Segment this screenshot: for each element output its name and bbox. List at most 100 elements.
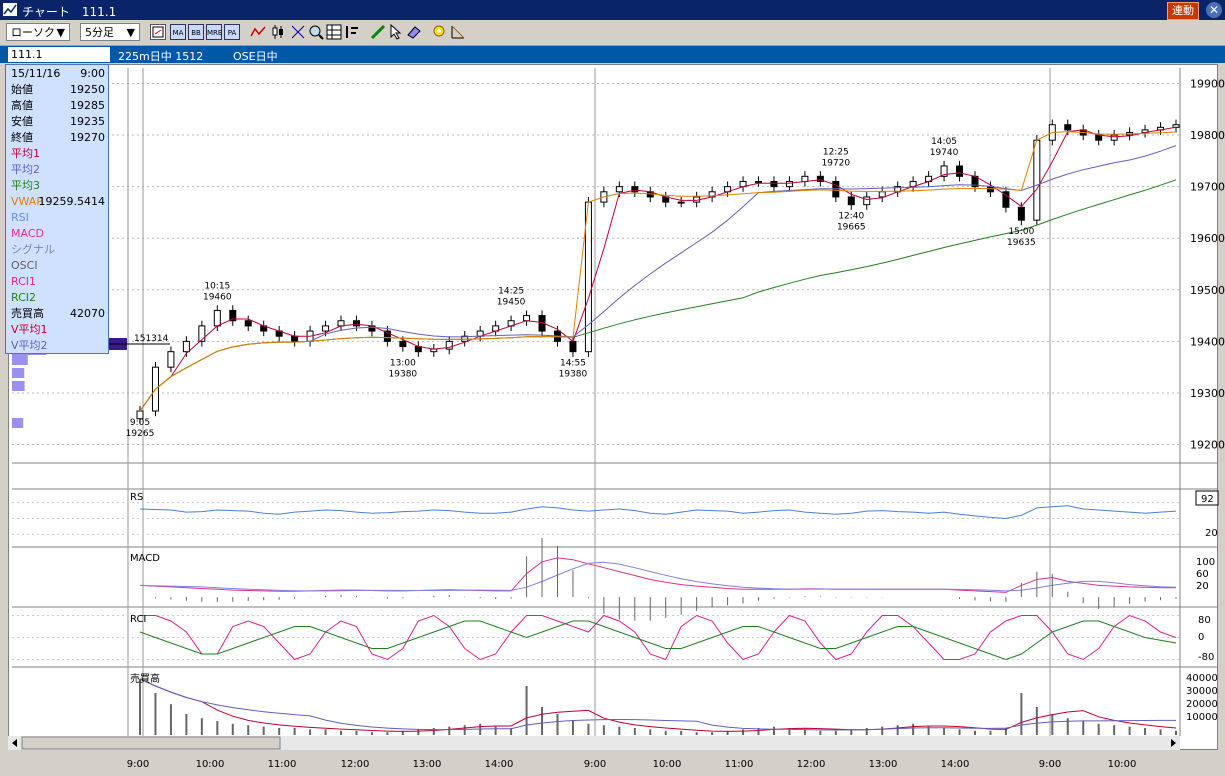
volume-axis-label: 10000 <box>1186 712 1218 723</box>
volume-profile-bar <box>12 368 25 378</box>
cursor-icon[interactable] <box>388 24 404 40</box>
line-chart-icon[interactable] <box>250 24 266 40</box>
panel-row-label: 売買高 <box>11 307 44 320</box>
candle-body <box>182 340 190 353</box>
chart-settings-icon[interactable] <box>150 24 166 40</box>
rci-axis-label: 80 <box>1198 615 1211 626</box>
panel-date: 15/11/16 <box>11 67 61 80</box>
vma1-line <box>139 678 1177 732</box>
candle-body <box>213 309 221 327</box>
toolbar: ローソク ▼ 5分足 ▼ MA BB MRE PA <box>0 20 1225 46</box>
panel-row: 安値 19235 <box>9 114 107 130</box>
bars-icon[interactable] <box>344 24 360 40</box>
candle-body <box>785 180 793 188</box>
chevron-down-icon: ▼ <box>126 26 135 39</box>
annotation-price: 19740 <box>930 148 959 158</box>
panel-row: RSI <box>9 210 107 226</box>
grid-icon[interactable] <box>326 24 342 40</box>
price-axis-label: 19500 <box>1190 284 1225 297</box>
time-axis-label: 14:00 <box>485 759 514 770</box>
instrument-code-input[interactable]: 111.1 <box>8 47 110 62</box>
price-axis-label: 19900 <box>1190 77 1225 90</box>
candle-body <box>229 309 237 322</box>
rci-axis-label: -80 <box>1198 652 1214 663</box>
price-axis-label: 19600 <box>1190 232 1225 245</box>
price-axis-label: 19200 <box>1190 439 1225 452</box>
annotation-time: 14:55 <box>560 359 586 369</box>
macd-axis-label: 60 <box>1196 569 1209 580</box>
panel-row-label: 終値 <box>11 131 33 144</box>
pa-icon[interactable]: PA <box>224 24 240 40</box>
eraser-icon[interactable] <box>406 24 422 40</box>
panel-row: OSCI <box>9 258 107 274</box>
close-button[interactable]: ✕ <box>1206 2 1222 18</box>
rci2-line <box>139 620 1177 661</box>
time-axis-label: 12:00 <box>341 759 370 770</box>
rci-title: RCI <box>130 614 146 625</box>
signal-line <box>139 561 1177 592</box>
candle-body <box>399 340 407 348</box>
time-axis-label: 10:00 <box>1108 759 1137 770</box>
interval-dropdown[interactable]: 5分足 ▼ <box>80 23 140 41</box>
sync-button[interactable]: 連動 <box>1167 2 1199 20</box>
chart-area[interactable] <box>8 64 1218 750</box>
rci1-line <box>140 614 1177 661</box>
volume-axis-label: 20000 <box>1186 699 1218 710</box>
annotation-time: 12:40 <box>838 212 864 222</box>
time-axis-label: 9:00 <box>584 759 606 770</box>
panel-row-label: 高値 <box>11 99 33 112</box>
horizontal-scrollbar[interactable] <box>8 736 1180 750</box>
macd-axis-label: 100 <box>1196 557 1215 568</box>
annotation-time: 15:00 <box>1008 227 1034 237</box>
candle-body <box>677 201 685 204</box>
mre-icon[interactable]: MRE <box>206 24 222 40</box>
annotation-time: 12:25 <box>823 147 849 157</box>
candle-body <box>940 165 948 177</box>
panel-row-value: 19235 <box>70 115 105 128</box>
panel-row-value: 19250 <box>70 83 105 96</box>
candle-body <box>352 320 360 327</box>
panel-row-value: 19285 <box>70 99 105 112</box>
price-axis-label: 19800 <box>1190 129 1225 142</box>
candle-body <box>801 175 809 182</box>
panel-row-label: 始値 <box>11 83 33 96</box>
volume-axis-label: 30000 <box>1186 686 1218 697</box>
panel-row: VWAP 19259.5414 <box>9 194 107 210</box>
panel-row: RCI2 <box>9 290 107 306</box>
annotation-time: 13:00 <box>390 359 416 369</box>
panel-row: V平均2 <box>9 338 107 354</box>
candle-body <box>631 186 639 193</box>
panel-row-label: 平均2 <box>11 163 40 176</box>
pen-icon[interactable] <box>370 24 386 40</box>
annotation-price: 19380 <box>559 370 588 380</box>
price-axis-label: 19700 <box>1190 181 1225 194</box>
panel-time: 9:00 <box>80 67 105 80</box>
bb-icon[interactable]: BB <box>188 24 204 40</box>
candle-body <box>1110 134 1118 141</box>
panel-row-label: 平均1 <box>11 147 40 160</box>
time-axis-label: 14:00 <box>941 759 970 770</box>
panel-row: シグナル <box>9 242 107 258</box>
time-axis-label: 10:00 <box>196 759 225 770</box>
panel-row-value: 42070 <box>70 307 105 320</box>
ma-icon[interactable]: MA <box>170 24 186 40</box>
zoom-icon[interactable] <box>308 24 324 40</box>
rsi-value-box <box>1195 490 1219 506</box>
chart-type-dropdown[interactable]: ローソク ▼ <box>6 23 70 41</box>
rsi-line <box>139 505 1177 520</box>
panel-row-label: 安値 <box>11 115 33 128</box>
candle-body <box>615 186 623 193</box>
tools-icon[interactable] <box>432 24 448 40</box>
candle-body <box>986 186 994 193</box>
annotation-time: 14:05 <box>931 137 957 147</box>
candle-icon[interactable] <box>270 24 286 40</box>
rci-axis-label: 0 <box>1198 632 1204 643</box>
indicator-lines <box>139 126 1177 735</box>
panel-row-label: RSI <box>11 211 29 224</box>
candle-body <box>1017 206 1025 221</box>
title-bar: チャート 111.1 連動 ✕ <box>0 0 1225 20</box>
measure-icon[interactable] <box>450 24 466 40</box>
candle-body <box>322 325 330 332</box>
cross-icon[interactable] <box>290 24 306 40</box>
